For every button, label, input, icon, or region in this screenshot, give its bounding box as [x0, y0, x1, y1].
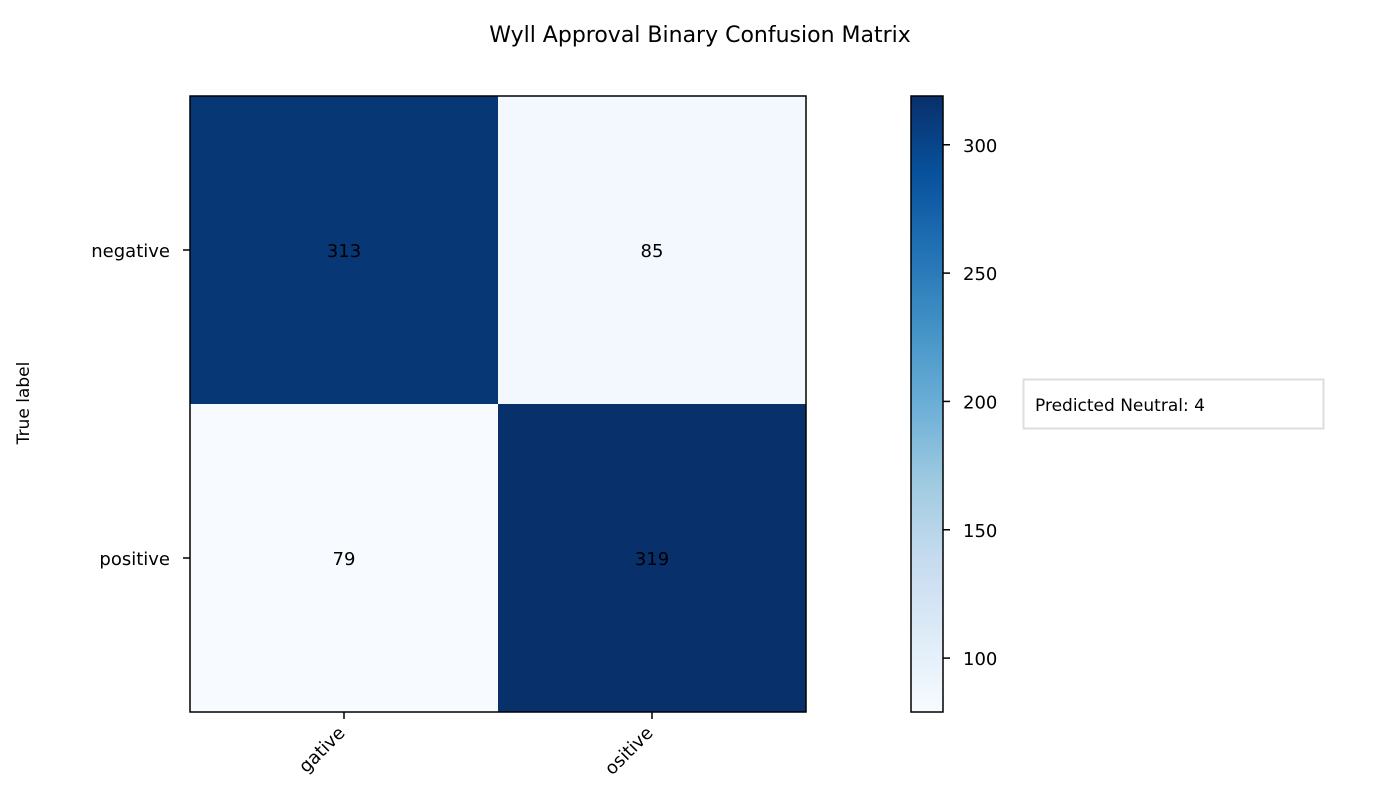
- colorbar-ticks: 100 150 200 250 300: [943, 136, 997, 670]
- chart-title: Wyll Approval Binary Confusion Matrix: [489, 23, 911, 48]
- cell-value-label: 85: [641, 241, 664, 262]
- y-tick-label: negative: [91, 241, 170, 262]
- x-tick-label: gative: [295, 723, 350, 778]
- colorbar-tick-label: 100: [963, 649, 997, 670]
- predicted-neutral-annotation: Predicted Neutral: 4: [1022, 378, 1325, 430]
- colorbar-tick-label: 150: [963, 521, 997, 542]
- y-tick-label: positive: [99, 549, 170, 570]
- x-axis-ticks: gative ositive: [295, 712, 658, 779]
- heatmap-cell: [498, 404, 806, 712]
- annotation-text: Predicted Neutral: 4: [1035, 396, 1205, 416]
- cell-value-label: 313: [327, 241, 361, 262]
- heatmap-cell: [498, 96, 806, 404]
- colorbar-tick-label: 250: [963, 264, 997, 285]
- annotation-box: [1022, 378, 1325, 430]
- heatmap-cell: [190, 404, 498, 712]
- x-tick-label: ositive: [601, 723, 658, 780]
- colorbar-tick-label: 300: [963, 136, 997, 157]
- heatmap-cell: [190, 96, 498, 404]
- heatmap-cells: [190, 96, 806, 712]
- plot-frame: [189, 95, 807, 713]
- cell-value-label: 79: [333, 549, 356, 570]
- heatmap-cell-labels: 313 85 79 319: [327, 241, 669, 570]
- colorbar: [910, 95, 944, 713]
- y-axis-ticks: negative positive: [91, 241, 190, 570]
- cell-value-label: 319: [635, 549, 669, 570]
- colorbar-tick-label: 200: [963, 392, 997, 413]
- y-axis-label: True label: [14, 362, 34, 446]
